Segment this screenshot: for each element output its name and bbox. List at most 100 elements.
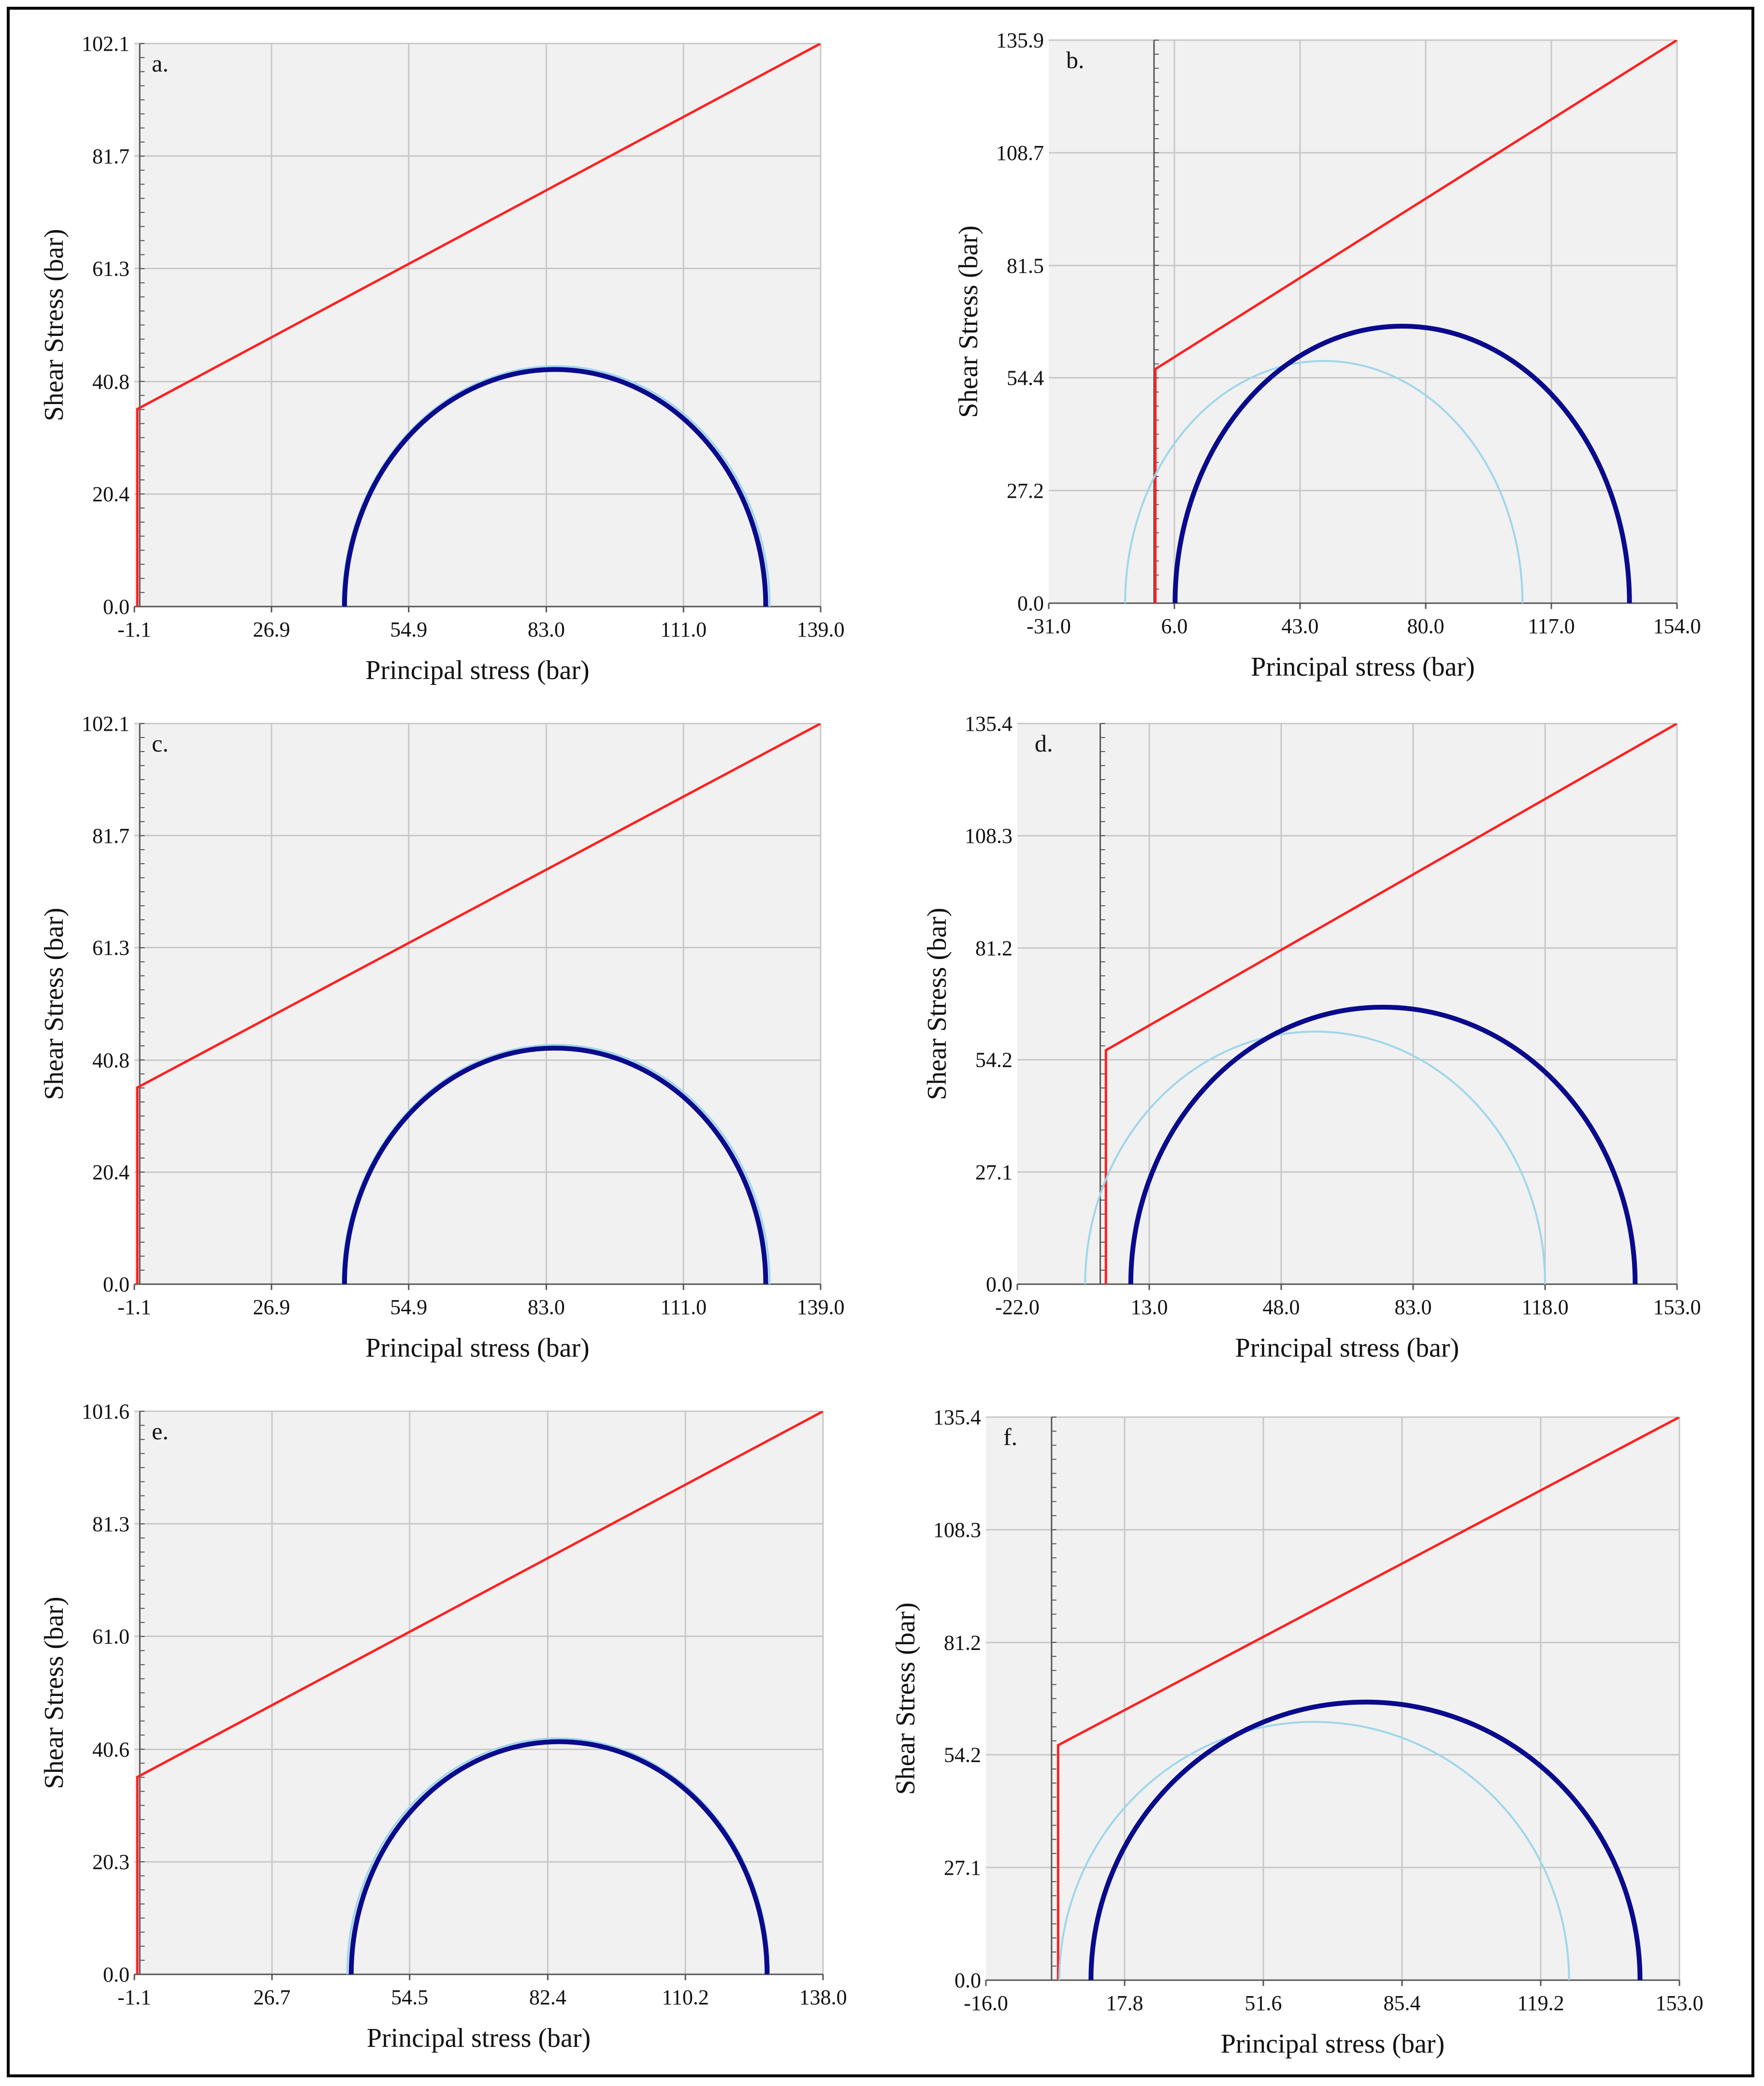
current-mohr-circle — [342, 1046, 768, 1284]
x-tick-label: 51.6 — [1245, 1991, 1282, 2015]
y-tick-label: 27.1 — [944, 1856, 981, 1880]
x-tick-label: -16.0 — [964, 1991, 1008, 2015]
y-tick-label: 0.0 — [1017, 592, 1044, 615]
panel-label: d. — [1035, 730, 1053, 757]
x-tick-label: 83.0 — [1395, 1295, 1432, 1319]
x-axis-label: Principal stress (bar) — [365, 1333, 589, 1363]
plot-series — [136, 43, 821, 607]
y-tick-label: 81.3 — [92, 1512, 130, 1536]
x-tick-label: 85.4 — [1384, 1991, 1421, 2015]
y-tick-label: 108.3 — [933, 1518, 981, 1542]
current-mohr-circle — [342, 367, 768, 607]
x-axis-label: Principal stress (bar) — [367, 2023, 591, 2053]
current-mohr-circle — [348, 1739, 770, 1974]
chart-panel-1: -1.1 26.9 54.9 83.0 111.0 139.0 0.0 20.4 40.8 61.… — [39, 32, 845, 685]
y-tick-label: 0.0 — [103, 1273, 130, 1296]
x-tick-label: 80.0 — [1407, 614, 1445, 638]
y-axis-label: Shear Stress (bar) — [39, 229, 69, 421]
current-mohr-circle — [1128, 1004, 1638, 1284]
x-tick-label: 26.7 — [253, 1985, 290, 2009]
y-tick-label: 0.0 — [103, 1963, 130, 1986]
failure-envelope-line — [1056, 1417, 1679, 1980]
failure-envelope-line — [1104, 724, 1677, 1284]
x-tick-label: 54.9 — [390, 618, 427, 641]
failure-envelope-line — [1154, 40, 1677, 603]
y-tick-label: 27.1 — [975, 1160, 1012, 1184]
plot-background — [134, 724, 821, 1284]
y-tick-label: 54.2 — [975, 1048, 1012, 1072]
x-tick-label: 118.0 — [1521, 1295, 1568, 1319]
failure-envelope-line — [136, 1411, 823, 1974]
y-tick-label: 135.4 — [965, 712, 1012, 736]
x-tick-label: -1.1 — [117, 1985, 151, 2009]
plot-series — [1084, 724, 1677, 1284]
x-tick-label: 139.0 — [797, 618, 845, 641]
x-tick-label: 83.0 — [528, 1295, 565, 1319]
failure-envelope-line — [136, 724, 821, 1284]
plot-background — [1049, 40, 1677, 603]
current-mohr-circle — [1088, 1699, 1643, 1980]
y-axis-label: Shear Stress (bar) — [39, 908, 69, 1100]
initial-mohr-circle — [1084, 1030, 1546, 1284]
x-tick-label: 111.0 — [660, 1295, 707, 1319]
x-tick-label: 6.0 — [1161, 614, 1188, 638]
x-tick-label: 154.0 — [1653, 614, 1701, 638]
panel-label: f. — [1003, 1423, 1017, 1450]
x-tick-label: 54.5 — [391, 1985, 428, 2009]
panel-label: e. — [152, 1418, 169, 1445]
x-tick-label: 139.0 — [797, 1295, 845, 1319]
x-tick-label: 153.0 — [1653, 1295, 1701, 1319]
initial-mohr-circle — [1058, 1721, 1570, 1980]
chart-panel-5: -1.1 26.7 54.5 82.4 110.2 138.0 0.0 20.3 40.6 61.… — [39, 1400, 847, 2053]
y-axis-label: Shear Stress (bar) — [954, 225, 983, 418]
y-tick-label: 61.3 — [92, 936, 130, 960]
y-tick-label: 40.8 — [92, 1048, 130, 1072]
y-tick-label: 135.4 — [933, 1405, 981, 1429]
x-tick-label: -1.1 — [117, 618, 151, 641]
y-tick-label: 81.2 — [975, 936, 1012, 960]
y-tick-label: 0.0 — [103, 595, 130, 619]
y-tick-label: 61.0 — [92, 1625, 130, 1649]
y-tick-label: 0.0 — [986, 1273, 1012, 1296]
panel-label: c. — [152, 730, 169, 757]
x-tick-label: -1.1 — [117, 1295, 151, 1319]
x-tick-label: 110.2 — [662, 1985, 709, 2009]
initial-mohr-circle — [1124, 360, 1524, 603]
plot-background — [1017, 724, 1677, 1284]
plot-series — [136, 724, 821, 1284]
y-tick-label: 27.2 — [1007, 479, 1044, 503]
y-axis-label: Shear Stress (bar) — [39, 1596, 69, 1789]
x-tick-label: 54.9 — [390, 1295, 427, 1319]
failure-envelope-line — [136, 43, 821, 607]
y-tick-label: 102.1 — [82, 712, 130, 736]
x-tick-label: 43.0 — [1282, 614, 1319, 638]
plot-series — [136, 1411, 823, 1974]
y-tick-label: 54.2 — [944, 1743, 981, 1767]
x-axis-label: Principal stress (bar) — [1221, 2029, 1445, 2059]
x-tick-label: 26.9 — [253, 1295, 290, 1319]
y-tick-label: 20.4 — [92, 482, 130, 506]
x-axis-label: Principal stress (bar) — [365, 655, 589, 685]
plot-background — [134, 1411, 823, 1974]
y-tick-label: 20.3 — [92, 1850, 130, 1874]
plot-background — [134, 43, 821, 607]
chart-panel-2: -31.0 6.0 43.0 80.0 117.0 154.0 0.0 27.2 54.4 81.… — [954, 29, 1701, 682]
x-tick-label: -31.0 — [1027, 614, 1071, 638]
x-tick-label: 83.0 — [528, 618, 565, 641]
x-tick-label: -22.0 — [995, 1295, 1040, 1319]
chart-panel-3: -1.1 26.9 54.9 83.0 111.0 139.0 0.0 20.4 40.8 61.… — [39, 712, 845, 1363]
y-tick-label: 0.0 — [954, 1969, 981, 1992]
y-axis-label: Shear Stress (bar) — [922, 908, 952, 1100]
x-tick-label: 119.2 — [1517, 1991, 1564, 2015]
plot-background — [986, 1417, 1679, 1980]
x-tick-label: 111.0 — [660, 618, 707, 641]
x-tick-label: 17.8 — [1106, 1991, 1143, 2015]
y-tick-label: 40.8 — [92, 370, 130, 393]
x-tick-label: 13.0 — [1131, 1295, 1168, 1319]
y-tick-label: 108.3 — [965, 824, 1012, 848]
y-tick-label: 61.3 — [92, 257, 130, 281]
y-tick-label: 81.7 — [92, 145, 130, 168]
x-tick-label: 138.0 — [799, 1985, 847, 2009]
plot-series — [1056, 1417, 1679, 1980]
